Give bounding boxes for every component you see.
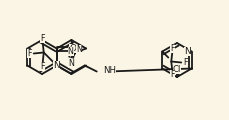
Text: NH: NH [102,66,115,75]
Text: N: N [68,59,74,68]
Text: O: O [69,44,76,53]
Text: N: N [53,61,60,70]
Text: F: F [40,62,45,71]
Text: F: F [169,70,174,79]
Text: N: N [67,47,73,56]
Text: F: F [40,34,45,43]
Text: N: N [76,45,82,54]
Text: F: F [182,58,187,67]
Text: F: F [27,49,32,58]
Text: F: F [169,44,174,53]
Text: Cl: Cl [172,65,180,73]
Text: N: N [183,47,190,56]
